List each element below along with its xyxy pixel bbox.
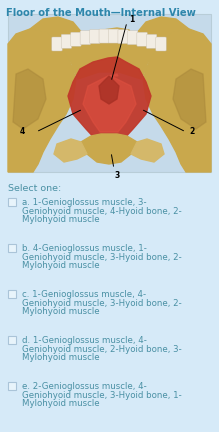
Bar bbox=[8, 382, 16, 390]
FancyBboxPatch shape bbox=[118, 30, 128, 44]
Text: 3: 3 bbox=[115, 171, 120, 180]
Text: d. 1-Genioglossus muscle, 4-: d. 1-Genioglossus muscle, 4- bbox=[22, 336, 147, 345]
FancyBboxPatch shape bbox=[99, 29, 110, 43]
FancyBboxPatch shape bbox=[146, 35, 157, 48]
Text: Geniohyoid muscle, 3-Hyoid bone, 2-: Geniohyoid muscle, 3-Hyoid bone, 2- bbox=[22, 299, 182, 308]
Bar bbox=[8, 336, 16, 344]
Text: c. 1-Genioglossus muscle, 4-: c. 1-Genioglossus muscle, 4- bbox=[22, 290, 146, 299]
Polygon shape bbox=[13, 69, 46, 129]
Polygon shape bbox=[68, 57, 151, 149]
FancyBboxPatch shape bbox=[71, 32, 81, 46]
FancyBboxPatch shape bbox=[137, 32, 147, 46]
Polygon shape bbox=[173, 69, 206, 129]
Text: a. 1-Genioglossus muscle, 3-: a. 1-Genioglossus muscle, 3- bbox=[22, 198, 147, 207]
Bar bbox=[8, 198, 16, 206]
Text: 1: 1 bbox=[129, 16, 134, 25]
Polygon shape bbox=[131, 139, 164, 162]
Text: Mylohyoid muscle: Mylohyoid muscle bbox=[22, 261, 100, 270]
Polygon shape bbox=[83, 74, 136, 132]
Polygon shape bbox=[99, 76, 119, 104]
Text: b. 4-Genioglossus muscle, 1-: b. 4-Genioglossus muscle, 1- bbox=[22, 244, 147, 253]
Text: Mylohyoid muscle: Mylohyoid muscle bbox=[22, 353, 100, 362]
Text: Geniohyoid muscle, 4-Hyoid bone, 2-: Geniohyoid muscle, 4-Hyoid bone, 2- bbox=[22, 206, 182, 216]
FancyBboxPatch shape bbox=[127, 31, 138, 44]
FancyBboxPatch shape bbox=[108, 29, 119, 43]
Bar bbox=[8, 244, 16, 252]
FancyBboxPatch shape bbox=[90, 30, 100, 44]
Polygon shape bbox=[143, 29, 211, 172]
Text: e. 2-Genioglossus muscle, 4-: e. 2-Genioglossus muscle, 4- bbox=[22, 382, 147, 391]
Bar bbox=[8, 290, 16, 298]
Text: Mylohyoid muscle: Mylohyoid muscle bbox=[22, 215, 100, 224]
Text: Select one:: Select one: bbox=[8, 184, 61, 193]
Text: Geniohyoid muscle, 3-Hyoid bone, 2-: Geniohyoid muscle, 3-Hyoid bone, 2- bbox=[22, 252, 182, 261]
FancyBboxPatch shape bbox=[52, 37, 62, 51]
Text: 2: 2 bbox=[189, 127, 194, 137]
Bar bbox=[8, 14, 211, 172]
FancyBboxPatch shape bbox=[80, 31, 91, 44]
Text: Mylohyoid muscle: Mylohyoid muscle bbox=[22, 399, 100, 408]
Text: Geniohyoid muscle, 2-Hyoid bone, 3-: Geniohyoid muscle, 2-Hyoid bone, 3- bbox=[22, 344, 182, 353]
Polygon shape bbox=[30, 17, 83, 62]
Text: Floor of the Mouth—Internal View: Floor of the Mouth—Internal View bbox=[6, 8, 196, 18]
Polygon shape bbox=[70, 28, 149, 79]
Text: 4: 4 bbox=[20, 127, 25, 137]
Polygon shape bbox=[8, 29, 76, 172]
FancyBboxPatch shape bbox=[156, 37, 166, 51]
Polygon shape bbox=[81, 134, 137, 164]
Text: Geniohyoid muscle, 3-Hyoid bone, 1-: Geniohyoid muscle, 3-Hyoid bone, 1- bbox=[22, 391, 182, 400]
FancyBboxPatch shape bbox=[61, 35, 72, 48]
Text: Mylohyoid muscle: Mylohyoid muscle bbox=[22, 307, 100, 316]
Polygon shape bbox=[54, 139, 87, 162]
Polygon shape bbox=[136, 17, 189, 62]
